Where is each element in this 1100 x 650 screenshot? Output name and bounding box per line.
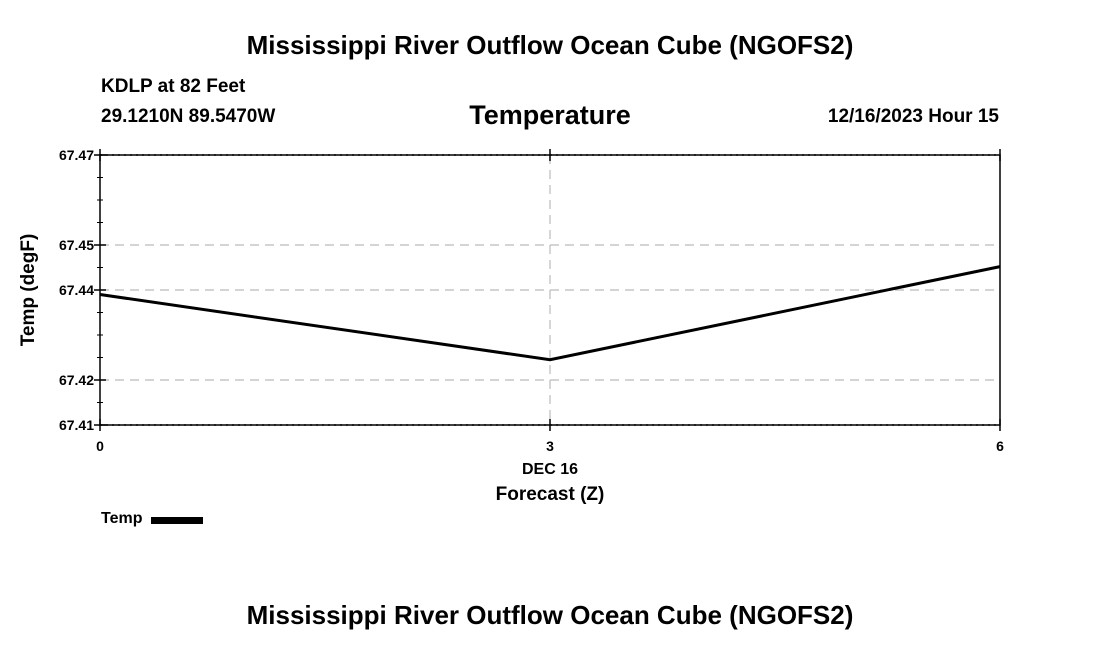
y-tick-label: 67.41 [59,417,94,433]
x-axis-date-label: DEC 16 [522,461,578,478]
station-label: KDLP at 82 Feet [101,76,246,97]
x-tick-label: 0 [96,438,104,454]
grid-layer [100,154,1000,426]
station-coordinates: 29.1210N 89.5470W [101,106,276,127]
y-axis-label: Temp (degF) [18,234,39,347]
series-layer [99,265,1001,362]
y-tick-label: 67.44 [59,282,94,298]
date-hour-label: 12/16/2023 Hour 15 [827,106,999,127]
x-tick-label: 3 [546,438,554,454]
ticks-layer [94,149,1001,431]
footer-title: Mississippi River Outflow Ocean Cube (NG… [246,600,854,630]
x-tick-label: 6 [996,438,1004,454]
y-tick-label: 67.45 [59,237,94,253]
legend: Temp [101,510,204,528]
tick-labels-layer: 67.41 67.42 67.44 67.45 67.47 0 3 6 [59,147,1004,454]
y-tick-label: 67.42 [59,372,94,388]
y-tick-label: 67.47 [59,147,94,163]
legend-label: Temp [101,510,143,527]
main-title: Mississippi River Outflow Ocean Cube (NG… [246,30,854,60]
chart-title: Temperature [469,100,631,130]
legend-line-swatch [151,517,204,524]
x-axis-label: Forecast (Z) [496,484,605,505]
